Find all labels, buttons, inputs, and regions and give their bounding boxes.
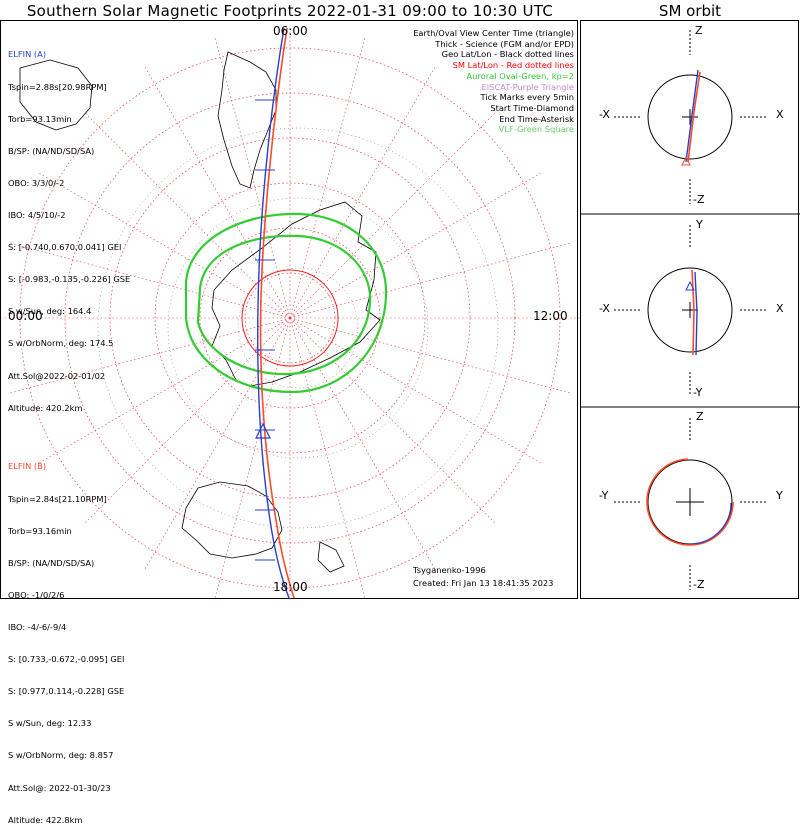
hour-label-00: 00:00	[8, 309, 43, 323]
sm-latitude-circle	[154, 182, 426, 454]
legend-item: Auroral Oval-Green, kp=2	[466, 70, 574, 81]
elfin-a-line: OBO: 3/3/0/-2	[8, 177, 65, 188]
created-timestamp: Created: Fri Jan 13 18:41:35 2023	[413, 578, 554, 588]
elfin-a-line: Torb=93.13min	[8, 113, 72, 124]
elfin-b-info: ELFIN (B) Tspin=2.84s[21.10RPM] Torb=93.…	[8, 440, 124, 836]
sm-orbit-panels	[580, 20, 800, 599]
elfin-a-line: S: [-0.740,0.670,0.041] GEI	[8, 242, 122, 253]
footprint-map	[0, 20, 580, 600]
elfin-a-line: S w/OrbNorm, deg: 174.5	[8, 338, 114, 349]
hour-label-06: 06:00	[273, 24, 308, 38]
view-center-triangle	[255, 422, 271, 439]
orbit3-right-label: Y	[776, 489, 783, 502]
elfin-a-track	[257, 27, 290, 599]
page-title: Southern Solar Magnetic Footprints 2022-…	[26, 2, 554, 20]
elfin-a-line: Altitude: 420.2km	[8, 402, 83, 413]
elfin-b-line: IBO: -4/-6/-9/4	[8, 621, 67, 632]
sm-longitude-line	[289, 317, 436, 570]
orbit1-right-label: X	[776, 108, 784, 121]
elfin-b-line: S w/OrbNorm, deg: 8.857	[8, 750, 114, 761]
elfin-b-line: B/SP: (NA/ND/SD/SA)	[8, 557, 95, 568]
elfin-a-title: ELFIN (A)	[8, 49, 47, 60]
geo-latitude-circle	[167, 197, 429, 459]
orbit3-top-label: Z	[696, 410, 704, 423]
legend-item: Earth/Oval View Center Time (triangle)	[413, 28, 574, 38]
orbit2-bottom-label: -Y	[693, 386, 703, 399]
orbit2-right-label: X	[776, 302, 784, 315]
hour-label-18: 18:00	[273, 580, 308, 594]
orbit2-top-label: Y	[696, 218, 703, 231]
orbit1-left-label: -X	[599, 108, 610, 121]
elfin-b-title: ELFIN (B)	[8, 461, 47, 472]
elfin-b-line: Tspin=2.84s[21.10RPM]	[8, 493, 107, 504]
elfin-b-line: OBO: -1/0/2/6	[8, 589, 65, 600]
sm-longitude-line	[289, 317, 571, 394]
sm-longitude-line	[144, 317, 291, 570]
orbit1-bottom-label: -Z	[693, 193, 705, 206]
orbit-panel-xz	[614, 30, 766, 204]
elfin-a-info: ELFIN (A) Tspin=2.88s[20.98RPM] Torb=93.…	[8, 28, 130, 424]
geo-latitude-circle	[237, 267, 359, 389]
elfin-a-line: IBO: 4/5/10/-2	[8, 209, 66, 220]
elfin-b-line: S: [0.977,0.114,-0.228] GSE	[8, 686, 125, 697]
auroral-oval-outer	[184, 212, 388, 394]
sm-longitude-line	[289, 317, 496, 524]
legend-item: Geo Lat/Lon - Black dotted lines	[441, 49, 574, 60]
elfin-b-line: Att.Sol@: 2022-01-30/23	[8, 782, 111, 793]
legend-item: VLF-Green Square	[498, 124, 574, 135]
orbit3-left-label: -Y	[599, 489, 609, 502]
sm-longitude-line	[289, 172, 542, 319]
orbit3-bottom-label: -Z	[693, 578, 705, 591]
legend-item: Tick Marks every 5min	[480, 92, 574, 103]
elfin-b-line: S: [0.733,-0.672,-0.095] GEI	[8, 654, 125, 665]
antarctica-outline	[211, 201, 381, 387]
sm-longitude-line	[289, 242, 571, 319]
geo-latitude-circle	[97, 127, 499, 529]
elfin-a-line: Tspin=2.88s[20.98RPM]	[8, 81, 107, 92]
new-zealand-outline	[317, 541, 345, 573]
sm-longitude-line	[289, 37, 366, 319]
orbit-panel-yz	[614, 418, 766, 590]
elfin-b-line: Torb=93.16min	[8, 525, 72, 536]
elfin-b-line: Altitude: 422.8km	[8, 814, 83, 825]
south-america-outline	[217, 51, 277, 189]
australia-outline	[181, 481, 283, 559]
elfin-b-line: S w/Sun, deg: 12.33	[8, 718, 92, 729]
orbit-panel-xy	[614, 225, 766, 396]
elfin-a-line: S w/Sun, deg: 164.4	[8, 306, 92, 317]
sm-longitude-line	[144, 66, 291, 319]
legend-item: End Time-Asterisk	[499, 113, 574, 124]
elfin-a-line: Att.Sol@2022-02-01/02	[8, 370, 106, 381]
elfin-a-line: B/SP: (NA/ND/SD/SA)	[8, 145, 95, 156]
sm-latitude-circle	[19, 47, 561, 589]
legend-item: SM Lat/Lon - Red dotted lines	[452, 60, 574, 71]
legend-item: Thick - Science (FGM and/or EPD)	[435, 38, 574, 49]
sm-longitude-line	[289, 317, 542, 464]
legend-item: Start Time-Diamond	[490, 102, 574, 113]
hour-label-12: 12:00	[533, 309, 568, 323]
orbit1-top-label: Z	[695, 24, 703, 37]
pole-circle	[241, 269, 339, 367]
auroral-oval-inner	[196, 234, 372, 376]
sm-latitude-circle	[199, 227, 381, 409]
model-credit: Tsyganenko-1996	[413, 565, 486, 575]
elfin-a-line: S: [-0.983,-0.135,-0.226] GSE	[8, 274, 131, 285]
legend: Earth/Oval View Center Time (triangle) T…	[413, 28, 574, 135]
orbit2-left-label: -X	[599, 302, 610, 315]
africa-outline	[19, 59, 93, 131]
legend-item: EISCAT-Purple Triangle	[481, 81, 574, 92]
elfin-b-track	[259, 27, 295, 599]
orbit-title: SM orbit	[658, 2, 722, 20]
